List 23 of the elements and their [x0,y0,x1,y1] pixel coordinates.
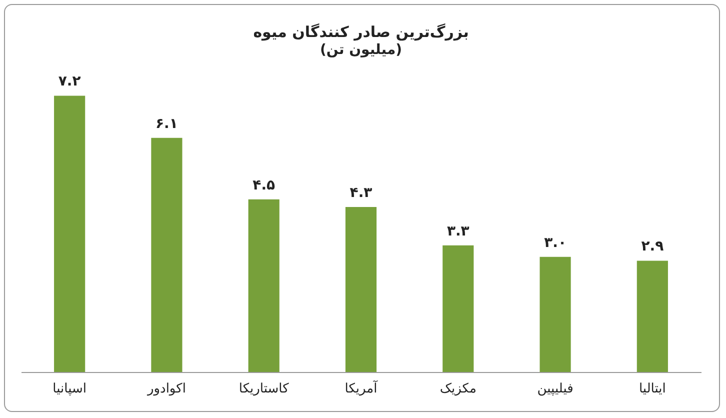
bar [345,206,377,372]
bar [248,199,280,372]
x-tick-label: ایتالیا [638,382,666,396]
data-label: ۴.۵ [252,177,276,194]
bar [636,260,668,372]
x-tick-label: آمریکا [344,380,379,396]
bar [151,138,182,372]
x-tick-label: اکوادور [146,382,186,396]
bar [540,256,571,372]
x-tick-label: فیلیپین [537,382,574,396]
data-label: ۷.۲ [58,74,82,90]
data-label: ۶.۱ [156,116,178,132]
chart-subtitle: (میلیون تن) [320,42,402,58]
data-label: ۲.۹ [641,238,664,255]
x-tick-label: مکزیک [440,382,476,396]
chart-title: بزرگ‌ترین صادر کنندگان میوه [253,23,469,41]
x-tick-label: کاستاریکا [238,382,290,396]
bar [442,245,474,372]
data-label: ۳.۳ [446,223,470,240]
data-label: ۴.۳ [350,184,373,201]
x-tick-label: اسپانیا [52,382,87,396]
data-label: ۳.۰ [544,234,566,251]
bar [54,96,86,372]
